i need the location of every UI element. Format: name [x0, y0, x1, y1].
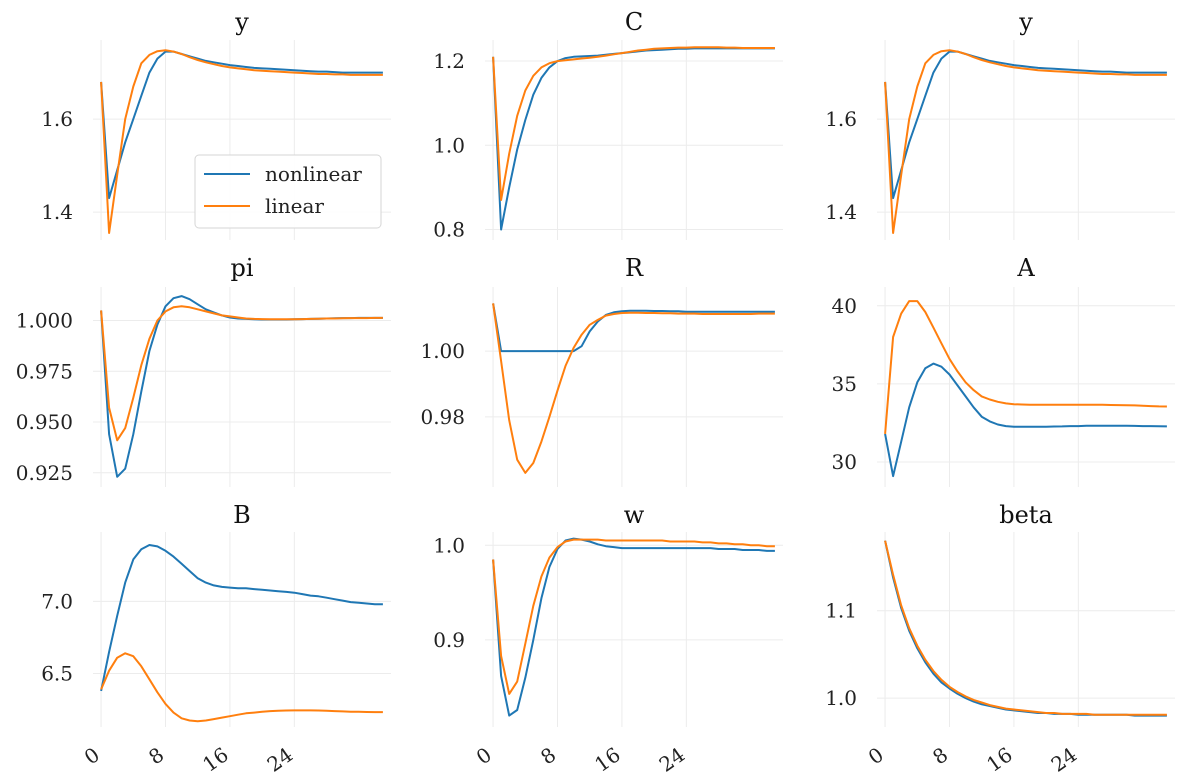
y-tick-label: 40	[832, 294, 857, 318]
series-line-linear	[884, 540, 1167, 716]
x-tick-label: 24	[263, 742, 298, 776]
series-line-linear	[884, 49, 1167, 234]
legend-label-linear: linear	[265, 194, 324, 218]
series-line-linear	[100, 652, 383, 723]
x-tick-label: 24	[655, 742, 690, 776]
subplot-8: w 0.9 1.0 0 8 16 24	[433, 501, 783, 777]
x-tick-label: 0	[80, 742, 104, 769]
subplot-title: pi	[230, 254, 253, 282]
x-tick-label: 0	[472, 742, 496, 769]
y-tick-label: 1.6	[41, 107, 73, 131]
series-line-linear	[100, 49, 383, 234]
x-tick-label: 8	[928, 742, 952, 769]
series-line-linear	[492, 538, 775, 695]
y-tick-label: 1.2	[433, 49, 465, 73]
y-tick-label: 6.5	[41, 662, 73, 686]
y-tick-label: 1.6	[825, 107, 857, 131]
subplot-title: A	[1016, 254, 1035, 282]
subplot-6: A 30 35 40	[832, 254, 1175, 487]
series-line-nonlinear	[100, 50, 383, 200]
subplot-title: w	[624, 501, 645, 529]
y-tick-label: 7.0	[41, 589, 73, 613]
y-tick-label: 0.8	[433, 217, 465, 241]
subplot-3: y 1.4 1.6	[825, 8, 1175, 240]
series-line-nonlinear	[884, 362, 1167, 478]
y-tick-label: 1.00	[420, 339, 465, 363]
y-tick-label: 0.925	[16, 461, 73, 485]
y-tick-label: 0.950	[16, 410, 73, 434]
x-tick-label: 8	[536, 742, 560, 769]
subplot-7: B 6.5 7.0 0 8 16 24	[41, 501, 391, 777]
y-tick-label: 1.0	[433, 533, 465, 557]
y-tick-label: 0.98	[420, 405, 465, 429]
y-tick-label: 1.0	[825, 686, 857, 710]
subplot-1: y 1.4 1.6 nonlinear linear	[41, 8, 391, 240]
x-tick-label: 16	[982, 742, 1017, 776]
series-line-nonlinear	[492, 47, 775, 231]
y-tick-label: 1.4	[825, 200, 857, 224]
subplot-title: y	[1018, 8, 1033, 36]
y-tick-label: 1.000	[16, 309, 73, 333]
y-tick-label: 0.975	[16, 359, 73, 383]
series-line-nonlinear	[884, 50, 1167, 200]
series-line-nonlinear	[884, 540, 1167, 717]
legend-label-nonlinear: nonlinear	[265, 162, 362, 186]
subplot-title: C	[625, 8, 643, 36]
series-line-nonlinear	[492, 303, 775, 353]
subplot-5: R 0.98 1.00	[420, 254, 783, 487]
y-tick-label: 0.9	[433, 628, 465, 652]
subplot-title: R	[625, 254, 644, 282]
subplot-9: beta 1.0 1.1 0 8 16 24	[825, 501, 1175, 777]
subplot-title: B	[233, 501, 251, 529]
series-line-nonlinear	[100, 544, 383, 692]
y-tick-label: 1.4	[41, 200, 73, 224]
x-tick-label: 0	[864, 742, 888, 769]
series-line-linear	[492, 303, 775, 474]
series-line-nonlinear	[100, 295, 383, 478]
legend: nonlinear linear	[194, 154, 382, 229]
subplot-title: beta	[999, 501, 1053, 529]
subplot-4: pi 0.925 0.950 0.975 1.000	[16, 254, 391, 487]
y-tick-label: 1.1	[825, 599, 857, 623]
x-tick-label: 16	[590, 742, 625, 776]
subplot-2: C 0.8 1.0 1.2	[433, 8, 783, 241]
x-tick-label: 16	[198, 742, 233, 776]
series-line-linear	[492, 46, 775, 201]
series-line-nonlinear	[492, 537, 775, 717]
series-line-linear	[100, 305, 383, 442]
x-tick-label: 8	[144, 742, 168, 769]
y-tick-label: 30	[832, 450, 857, 474]
series-line-linear	[884, 300, 1167, 434]
y-tick-label: 35	[832, 372, 857, 396]
subplot-title: y	[234, 8, 249, 36]
y-tick-label: 1.0	[433, 133, 465, 157]
x-tick-label: 24	[1047, 742, 1082, 776]
